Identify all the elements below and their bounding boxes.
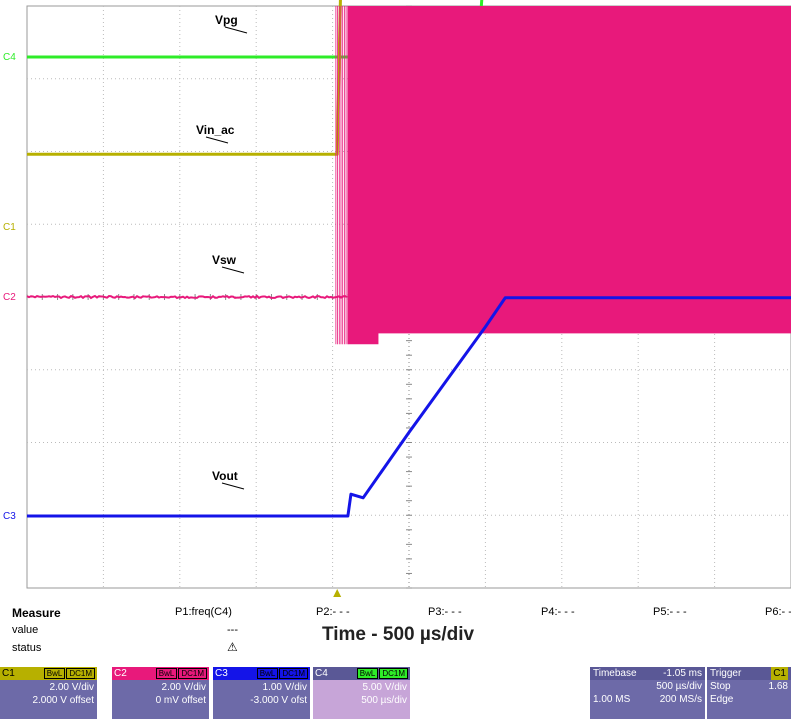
warning-triangle-icon: ⚠	[227, 640, 238, 654]
channel-offset: 0 mV offset	[115, 694, 206, 707]
dc1m-tag: DC1M	[178, 668, 207, 679]
channel-vdiv: 2.00 V/div	[115, 681, 206, 694]
channel-box-c4[interactable]: C4 BwL DC1M 5.00 V/div 500 µs/div	[313, 667, 410, 719]
measure-param-p5[interactable]: P5:- - -	[653, 606, 687, 618]
timebase-rate: 200 MS/s	[660, 693, 702, 706]
bwl-tag: BwL	[44, 668, 66, 679]
trigger-panel[interactable]: Trigger C1 Stop 1.68 Edge	[707, 667, 791, 719]
channel-offset: 2.000 V offset	[3, 694, 94, 707]
channel-marker-c4: C4	[3, 52, 16, 63]
measure-row-value: value	[12, 624, 38, 636]
channel-offset: 500 µs/div	[316, 694, 407, 707]
time-per-div-label: Time - 500 µs/div	[322, 624, 474, 646]
trace-label-vsw: Vsw	[212, 253, 237, 267]
measure-title: Measure	[12, 606, 61, 620]
channel-id: C3	[215, 668, 256, 679]
channel-offset: -3.000 V ofst	[216, 694, 307, 707]
trigger-position-marker	[333, 589, 341, 597]
measure-param-p3[interactable]: P3:- - -	[428, 606, 462, 618]
bwl-tag: BwL	[156, 668, 178, 679]
trigger-label: Trigger	[710, 667, 741, 680]
timebase-per-div: 500 µs/div	[656, 680, 702, 693]
trigger-source: C1	[771, 667, 788, 680]
measure-param-p2[interactable]: P2:- - -	[316, 606, 350, 618]
channel-box-c1[interactable]: C1 BwL DC1M 2.00 V/div 2.000 V offset	[0, 667, 97, 719]
measure-param-p4[interactable]: P4:- - -	[541, 606, 575, 618]
channel-id: C1	[2, 668, 43, 679]
measure-p1-value: ---	[227, 624, 238, 636]
channel-vdiv: 5.00 V/div	[316, 681, 407, 694]
channel-marker-c2: C2	[3, 292, 16, 303]
trace-label-vout: Vout	[212, 469, 238, 483]
dc1m-tag: DC1M	[279, 668, 308, 679]
timebase-label: Timebase	[593, 667, 637, 680]
timebase-value: -1.05 ms	[663, 667, 702, 680]
bwl-tag: BwL	[357, 668, 379, 679]
channel-vdiv: 1.00 V/div	[216, 681, 307, 694]
measure-param-p1[interactable]: P1:freq(C4)	[175, 606, 232, 618]
trigger-level: 1.68	[769, 680, 788, 693]
timebase-panel[interactable]: Timebase -1.05 ms 500 µs/div 1.00 MS 200 M…	[590, 667, 705, 719]
dc1m-tag: DC1M	[66, 668, 95, 679]
channel-vdiv: 2.00 V/div	[3, 681, 94, 694]
trace-label-vin_ac: Vin_ac	[196, 123, 235, 137]
measure-param-p6[interactable]: P6:- -	[765, 606, 791, 618]
trigger-type: Edge	[710, 693, 733, 706]
channel-id: C2	[114, 668, 155, 679]
channel-marker-c3: C3	[3, 511, 16, 522]
bwl-tag: BwL	[257, 668, 279, 679]
trigger-mode: Stop	[710, 680, 731, 693]
channel-id: C4	[315, 668, 356, 679]
oscilloscope-plot: Vpg C4 Vin_ac C1 Vsw C2 Vout C3	[0, 0, 791, 600]
measure-row-status: status	[12, 642, 41, 654]
channel-box-c3[interactable]: C3 BwL DC1M 1.00 V/div -3.000 V ofst	[213, 667, 310, 719]
trace-vsw-envelope	[348, 6, 791, 344]
channel-box-c2[interactable]: C2 BwL DC1M 2.00 V/div 0 mV offset	[112, 667, 209, 719]
trace-label-vpg: Vpg	[215, 13, 238, 27]
dc1m-tag: DC1M	[379, 668, 408, 679]
channel-marker-c1: C1	[3, 222, 16, 233]
timebase-samples: 1.00 MS	[593, 693, 630, 706]
